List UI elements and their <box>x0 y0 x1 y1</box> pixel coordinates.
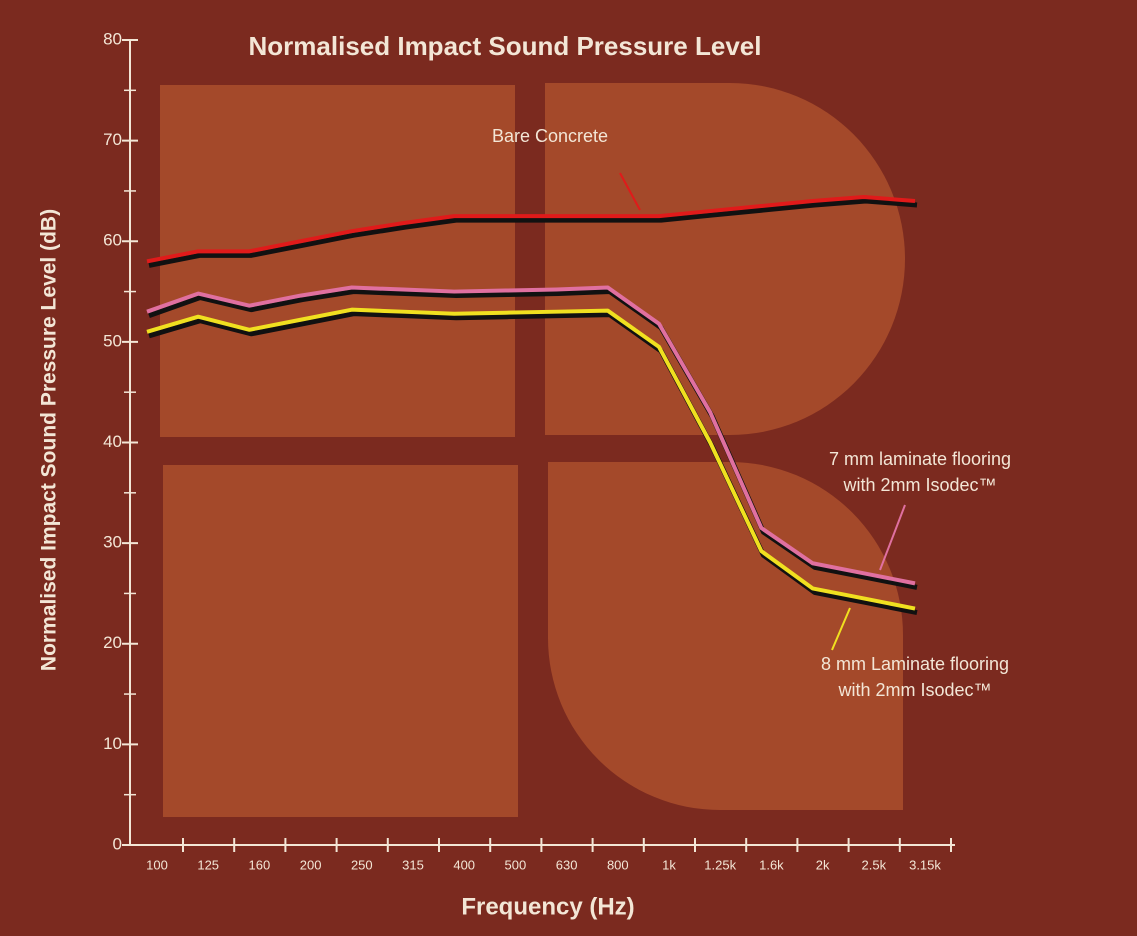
series-line <box>146 194 916 264</box>
y-tick-label: 50 <box>103 331 122 350</box>
x-tick-label: 1.25k <box>704 857 736 872</box>
series-line <box>146 285 916 586</box>
x-tick-label: 1.6k <box>759 857 784 872</box>
x-tick-label: 1k <box>662 857 676 872</box>
y-tick-label: 0 <box>113 834 122 853</box>
series-label: 7 mm laminate flooring <box>829 449 1011 469</box>
y-tick-label: 30 <box>103 533 122 552</box>
x-tick-label: 400 <box>453 857 475 872</box>
line-shadow <box>148 289 918 590</box>
pointer <box>879 504 906 571</box>
pointer <box>831 607 851 651</box>
chart-title: Normalised Impact Sound Pressure Level <box>249 31 762 61</box>
x-tick-label: 3.15k <box>909 857 941 872</box>
x-tick-label: 200 <box>300 857 322 872</box>
y-tick-label: 40 <box>103 432 122 451</box>
x-axis-title: Frequency (Hz) <box>461 893 634 920</box>
x-tick-label: 125 <box>197 857 219 872</box>
series-line <box>146 307 916 611</box>
x-tick-label: 800 <box>607 857 629 872</box>
y-axis-title: Normalised Impact Sound Pressure Level (… <box>38 209 61 671</box>
line-shadow <box>148 198 918 268</box>
logo-shapes <box>160 83 905 817</box>
x-tick-label: 2.5k <box>862 857 887 872</box>
x-tick-label: 315 <box>402 857 424 872</box>
x-tick-label: 160 <box>249 857 271 872</box>
logo-block <box>160 85 515 437</box>
line-shadow <box>148 311 918 615</box>
y-tick-label: 10 <box>103 734 122 753</box>
x-tick-label: 500 <box>505 857 527 872</box>
y-tick-label: 60 <box>103 231 122 250</box>
logo-block <box>548 462 903 810</box>
x-tick-label: 630 <box>556 857 578 872</box>
x-tick-label: 100 <box>146 857 168 872</box>
series-label: with 2mm Isodec™ <box>837 680 991 700</box>
logo-block <box>163 465 518 817</box>
series-label: with 2mm Isodec™ <box>842 475 996 495</box>
series-label: Bare Concrete <box>492 126 608 146</box>
y-tick-label: 80 <box>103 29 122 48</box>
y-tick-label: 70 <box>103 130 122 149</box>
pointer <box>619 172 641 211</box>
series-label: 8 mm Laminate flooring <box>821 654 1009 674</box>
x-tick-label: 2k <box>816 857 830 872</box>
logo-block <box>545 83 905 435</box>
y-tick-label: 20 <box>103 633 122 652</box>
x-tick-label: 250 <box>351 857 373 872</box>
